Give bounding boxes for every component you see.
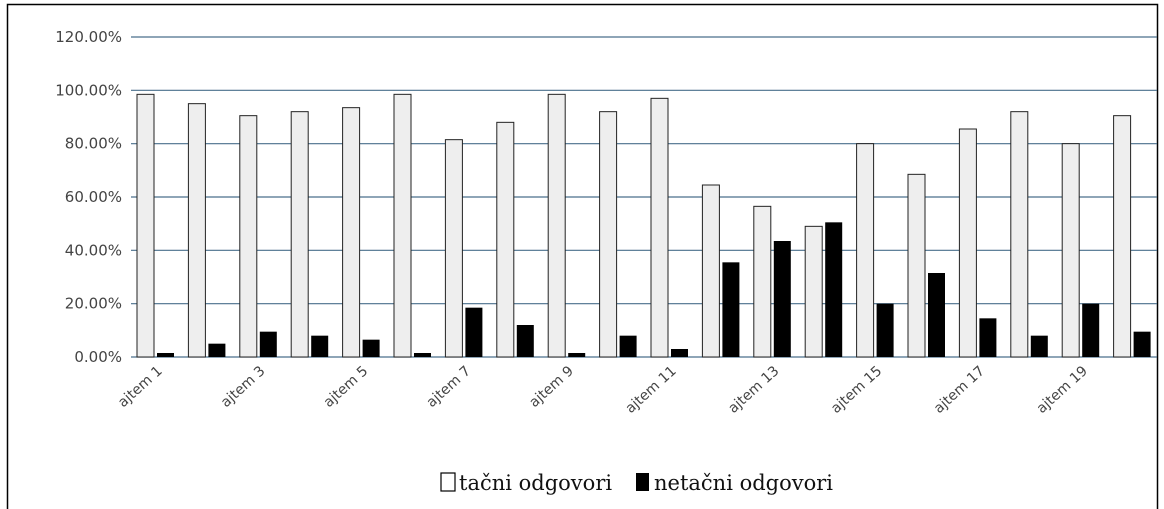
y-tick-label: 0.00% bbox=[74, 348, 122, 366]
y-tick-label: 100.00% bbox=[55, 81, 122, 99]
gridlines bbox=[131, 36, 1157, 358]
legend-swatch-series-2 bbox=[636, 473, 649, 491]
bar-tacni-2 bbox=[187, 103, 206, 358]
bar-tacni-19 bbox=[1061, 143, 1080, 358]
bar-tacni-1 bbox=[136, 93, 155, 358]
y-tick-label: 60.00% bbox=[65, 188, 122, 206]
bar-netacni-7 bbox=[465, 307, 483, 357]
y-tick-label: 120.00% bbox=[55, 28, 122, 46]
bar-tacni-13 bbox=[753, 205, 772, 358]
bar-netacni-6 bbox=[414, 353, 431, 357]
x-tick-label: ajtem 17 bbox=[931, 363, 988, 417]
bar-netacni-15 bbox=[876, 303, 894, 357]
chart-border bbox=[6, 3, 1159, 509]
x-tick-label: ajtem 5 bbox=[321, 363, 372, 411]
x-tick-label: ajtem 1 bbox=[115, 363, 166, 411]
bar-netacni-10 bbox=[619, 335, 637, 357]
bar-netacni-16 bbox=[928, 273, 945, 357]
bar-netacni-17 bbox=[979, 318, 997, 357]
y-axis: 0.00% 20.00% 40.00% 60.00% 80.00% 100.00% 120.… bbox=[55, 28, 122, 366]
legend-label-series-2: netačni odgovori bbox=[654, 471, 833, 495]
bar-netacni-20 bbox=[1133, 331, 1151, 357]
bar-netacni-19 bbox=[1082, 303, 1100, 357]
bars bbox=[136, 93, 1151, 358]
x-axis: ajtem 1 ajtem 3 ajtem 5 ajtem 7 ajtem 9 ajtem… bbox=[115, 363, 1091, 417]
bar-tacni-14 bbox=[804, 225, 823, 358]
y-tick-label: 40.00% bbox=[65, 241, 122, 259]
bar-tacni-16 bbox=[907, 173, 926, 358]
legend: tačni odgovori netačni odgovori bbox=[440, 471, 833, 495]
bar-netacni-18 bbox=[1030, 335, 1048, 357]
x-tick-label: ajtem 15 bbox=[828, 363, 885, 417]
bar-tacni-15 bbox=[856, 143, 875, 358]
x-tick-label: ajtem 11 bbox=[623, 363, 680, 417]
bar-tacni-7 bbox=[444, 139, 463, 358]
bar-netacni-9 bbox=[568, 353, 586, 357]
bar-tacni-10 bbox=[599, 111, 618, 358]
bar-tacni-8 bbox=[496, 121, 515, 358]
bar-netacni-4 bbox=[311, 335, 329, 357]
y-tick-label: 80.00% bbox=[65, 135, 122, 153]
bar-tacni-4 bbox=[290, 111, 309, 358]
bar-netacni-8 bbox=[516, 325, 534, 357]
bar-tacni-12 bbox=[701, 184, 720, 358]
x-tick-label: ajtem 3 bbox=[218, 363, 269, 411]
y-tick-label: 20.00% bbox=[65, 295, 122, 313]
bar-tacni-5 bbox=[342, 107, 361, 358]
bar-tacni-11 bbox=[650, 97, 669, 358]
bar-netacni-12 bbox=[722, 262, 740, 357]
bar-tacni-6 bbox=[393, 93, 412, 358]
legend-swatch-series-1 bbox=[440, 472, 456, 492]
bar-netacni-5 bbox=[362, 339, 380, 357]
bar-netacni-1 bbox=[157, 353, 174, 357]
legend-label-series-1: tačni odgovori bbox=[459, 471, 612, 495]
x-tick-label: ajtem 9 bbox=[526, 363, 577, 411]
bar-tacni-18 bbox=[1010, 111, 1029, 358]
x-tick-label: ajtem 7 bbox=[424, 363, 475, 411]
bar-netacni-2 bbox=[208, 343, 226, 357]
bar-netacni-3 bbox=[259, 331, 277, 357]
x-tick-label: ajtem 19 bbox=[1034, 363, 1091, 417]
bar-netacni-11 bbox=[671, 349, 688, 357]
bar-tacni-20 bbox=[1113, 115, 1132, 358]
bar-tacni-17 bbox=[958, 128, 977, 358]
bar-netacni-14 bbox=[825, 222, 843, 357]
x-tick-label: ajtem 13 bbox=[725, 363, 782, 417]
bar-netacni-13 bbox=[773, 241, 791, 357]
bar-tacni-3 bbox=[239, 115, 258, 358]
bar-tacni-9 bbox=[547, 93, 566, 358]
